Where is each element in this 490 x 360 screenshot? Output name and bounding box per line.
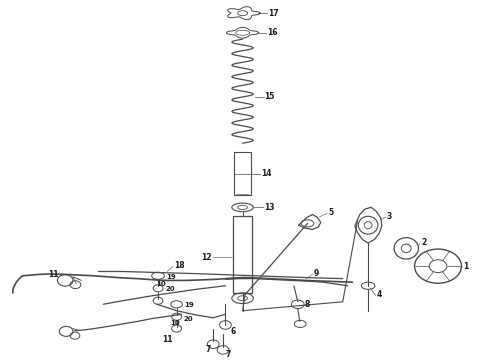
Text: 6: 6 [230,327,236,336]
Text: 11: 11 [162,335,172,344]
Bar [233,216,252,293]
Text: 9: 9 [314,269,318,278]
Text: 19: 19 [184,302,194,309]
Text: 12: 12 [201,253,212,262]
Bar [234,152,251,195]
Text: 7: 7 [206,345,211,354]
Text: 2: 2 [421,238,426,247]
Text: 11: 11 [49,270,59,279]
Text: 18: 18 [174,261,185,270]
Text: 1: 1 [464,262,468,271]
Text: 15: 15 [265,93,275,102]
Text: 20: 20 [184,315,194,321]
Text: 4: 4 [377,290,382,299]
Text: 13: 13 [264,203,274,212]
Text: 16: 16 [267,28,277,37]
Text: 14: 14 [261,169,271,178]
Text: 10: 10 [156,281,166,287]
Text: 5: 5 [328,208,333,217]
Text: 8: 8 [305,300,310,309]
Text: 17: 17 [268,9,279,18]
Text: 10: 10 [170,320,179,326]
Text: 7: 7 [225,350,231,359]
Text: 20: 20 [166,286,175,292]
Text: 3: 3 [387,212,392,221]
Text: 19: 19 [166,274,175,280]
